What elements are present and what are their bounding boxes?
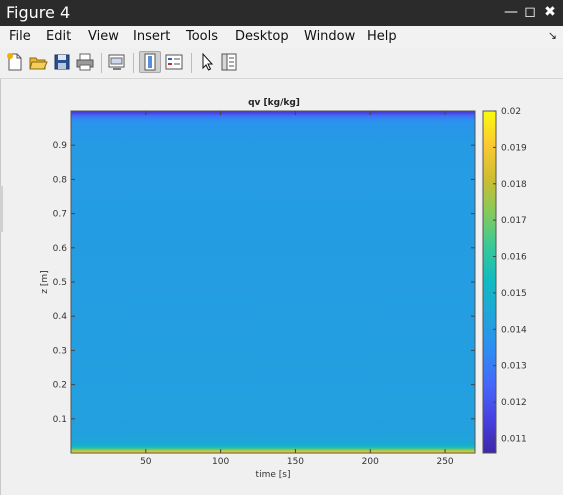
menu-file[interactable]: File [9, 29, 31, 44]
y-tick-label: 0.9 [53, 141, 68, 151]
close-icon[interactable]: ✖ [544, 4, 556, 20]
colorbar-axis: 0.011 0.012 0.013 0.014 0.015 0.016 0.017 0.018… [493, 107, 527, 444]
colorbar-button[interactable] [139, 51, 161, 73]
colorbar-tick-label: 0.013 [501, 362, 527, 372]
menu-tools[interactable]: Tools [186, 29, 219, 44]
pointer-icon[interactable] [197, 52, 217, 72]
toolbar-separator [101, 53, 102, 73]
y-tick-label: 0.2 [53, 381, 67, 391]
chart-title: qv [kg/kg] [248, 98, 300, 108]
x-tick-label: 50 [140, 457, 152, 467]
toolbar-separator [191, 53, 192, 73]
menu-desktop[interactable]: Desktop [235, 29, 289, 44]
title-bar: Figure 4 — ◻ ✖ [0, 0, 563, 26]
menu-bar: File Edit View Insert Tools Desktop Wind… [0, 26, 563, 48]
colorbar-tick-label: 0.02 [501, 107, 521, 117]
toolbar [0, 48, 563, 79]
y-tick-label: 0.8 [53, 175, 68, 185]
colorbar-icon [144, 53, 156, 71]
heatmap-plot: qv [kg/kg] 50 100 150 200 250 0.10.20.30.40.… [40, 98, 527, 480]
heatmap-field[interactable] [71, 111, 475, 453]
y-tick-label: 0.3 [53, 346, 67, 356]
new-figure-icon[interactable] [5, 52, 25, 72]
colorbar-tick-label: 0.014 [501, 325, 527, 335]
menu-insert[interactable]: Insert [133, 29, 171, 44]
left-panel-edge [0, 186, 3, 232]
menu-edit[interactable]: Edit [46, 29, 72, 44]
window-title: Figure 4 [6, 3, 71, 22]
y-tick-label: 0.6 [53, 244, 68, 254]
y-tick-label: 0.1 [53, 415, 67, 425]
x-tick-label: 250 [436, 457, 453, 467]
y-axis-label: z [m] [40, 270, 50, 293]
legend-icon[interactable] [164, 52, 184, 72]
save-icon[interactable] [52, 52, 72, 72]
colorbar-tick-label: 0.017 [501, 216, 527, 226]
colorbar-tick-label: 0.012 [501, 398, 527, 408]
colorbar-tick-label: 0.011 [501, 434, 527, 444]
link-plot-icon[interactable] [107, 52, 127, 72]
colorbar-tick-label: 0.016 [501, 253, 527, 263]
x-axis: 50 100 150 200 250 [140, 111, 454, 467]
y-tick-label: 0.5 [53, 278, 67, 288]
y-axis: 0.1 0.2 0.3 0.4 0.5 0.6 0.7 0.8 0.9 [53, 141, 475, 425]
dock-arrow-icon[interactable]: ↘ [547, 29, 557, 42]
figure-canvas: qv [kg/kg] 50 100 150 200 250 0.1 0.2 0.3 0.4 0.… [0, 79, 561, 495]
print-icon[interactable] [75, 52, 95, 72]
colorbar-tick-label: 0.019 [501, 143, 527, 153]
x-axis-label: time [s] [256, 470, 291, 480]
menu-help[interactable]: Help [367, 29, 397, 44]
menu-window[interactable]: Window [304, 29, 356, 44]
toolbar-separator [133, 53, 134, 73]
menu-view[interactable]: View [88, 29, 119, 44]
window-bottom-edge [0, 495, 563, 502]
colorbar-box [482, 110, 497, 454]
maximize-icon[interactable]: ◻ [524, 4, 536, 20]
x-tick-label: 200 [362, 457, 379, 467]
x-tick-label: 100 [212, 457, 229, 467]
y-tick-label: 0.7 [53, 210, 67, 220]
minimize-icon[interactable]: — [504, 4, 518, 20]
colorbar[interactable] [483, 111, 496, 453]
open-file-icon[interactable] [28, 52, 48, 72]
property-editor-icon[interactable] [219, 52, 239, 72]
y-tick-label: 0.4 [53, 312, 68, 322]
x-tick-label: 150 [287, 457, 304, 467]
colorbar-tick-label: 0.018 [501, 180, 527, 190]
colorbar-tick-label: 0.015 [501, 289, 527, 299]
